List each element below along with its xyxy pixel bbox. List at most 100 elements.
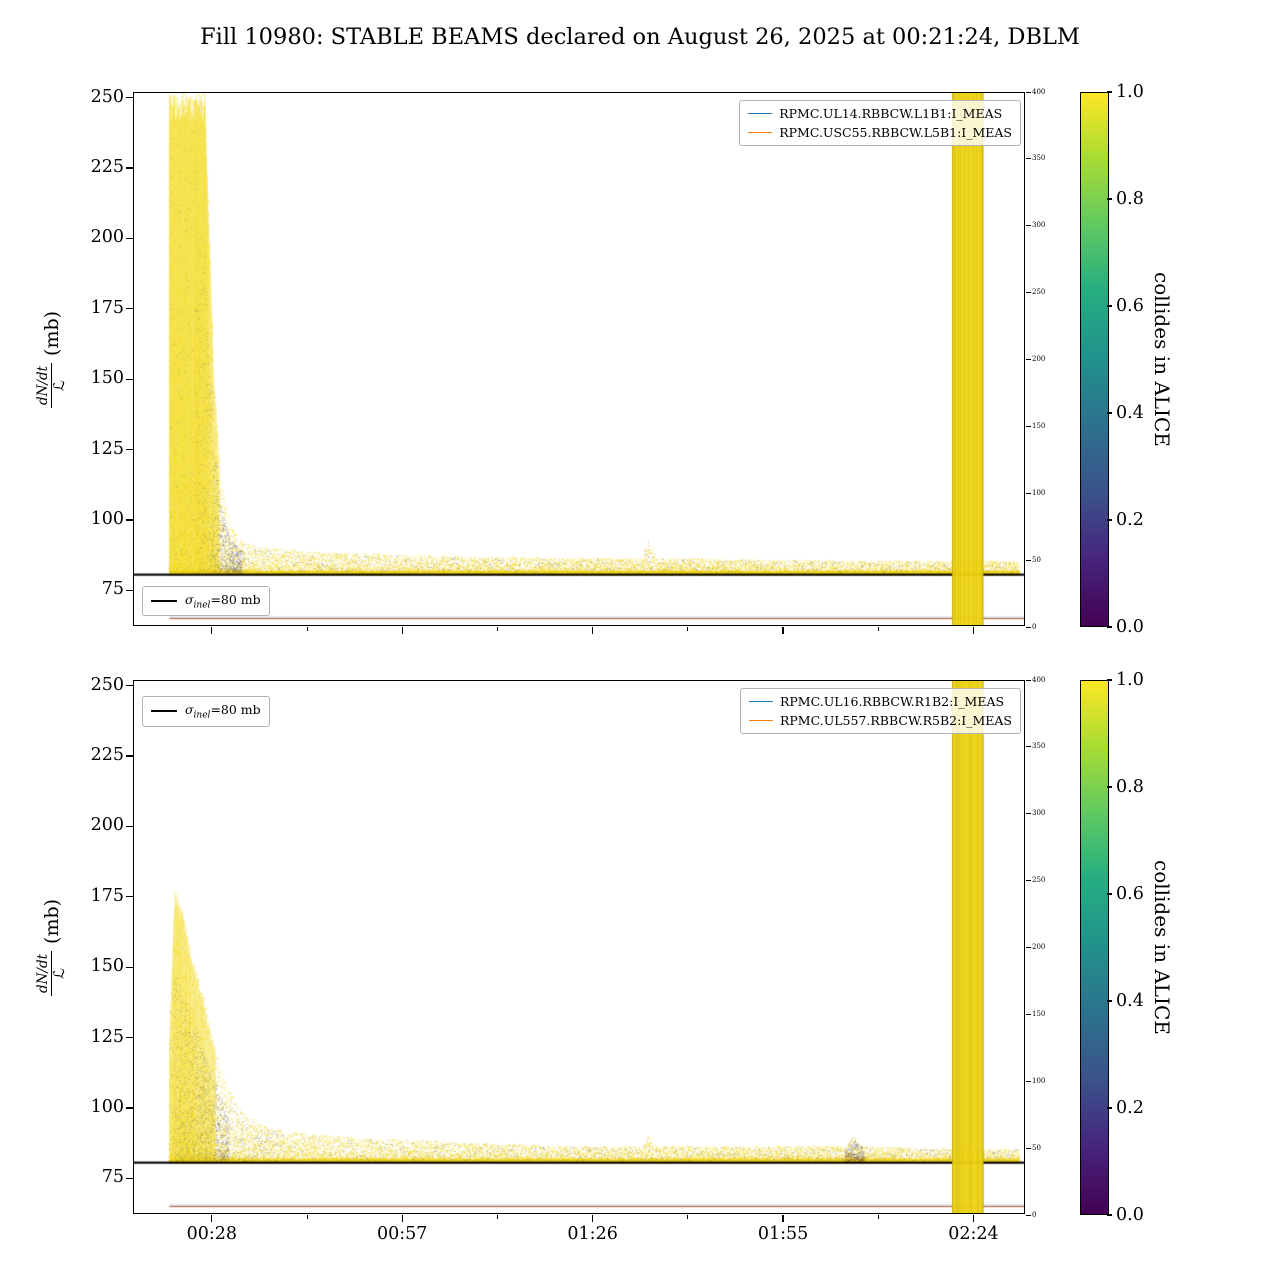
y-tick-label: 250 bbox=[90, 86, 124, 107]
right-axis-tick-mark bbox=[1026, 679, 1031, 681]
sigma-line-sample bbox=[151, 599, 177, 602]
y-tick-mark bbox=[126, 237, 133, 240]
right-axis-tick-mark bbox=[1026, 359, 1031, 360]
y-tick-label: 175 bbox=[90, 885, 124, 906]
figure-title: Fill 10980: STABLE BEAMS declared on Aug… bbox=[200, 24, 1080, 50]
y-axis-fraction: dN/dt ℒ bbox=[35, 950, 68, 997]
colorbar bbox=[1080, 92, 1109, 627]
right-axis-tick-label: 0 bbox=[1032, 1210, 1037, 1219]
colorbar-tick-mark bbox=[1106, 519, 1112, 521]
right-axis-tick-label: 350 bbox=[1032, 742, 1046, 751]
right-axis-tick-label: 0 bbox=[1032, 622, 1037, 631]
y-tick-label: 125 bbox=[90, 438, 124, 459]
y-tick-label: 200 bbox=[90, 227, 124, 248]
colorbar-label: collides in ALICE bbox=[1150, 860, 1174, 1035]
x-tick-mark bbox=[782, 627, 784, 634]
right-axis-tick-label: 300 bbox=[1032, 221, 1046, 230]
colorbar-tick-label: 1.0 bbox=[1116, 669, 1144, 690]
colorbar-tick-mark bbox=[1106, 305, 1112, 307]
y-axis-fraction: dN/dt ℒ bbox=[35, 362, 68, 409]
x-tick-mark bbox=[401, 1215, 403, 1222]
legend-entry: RPMC.UL16.RBBCW.R1B2:I_MEAS bbox=[748, 694, 1012, 709]
right-axis-tick-mark bbox=[1026, 1214, 1031, 1216]
colorbar-tick-mark bbox=[1106, 91, 1112, 93]
colorbar-tick-mark bbox=[1106, 412, 1112, 414]
right-axis-tick-mark bbox=[1026, 559, 1031, 561]
right-axis-tick-mark bbox=[1026, 292, 1031, 294]
right-axis-tick-mark bbox=[1026, 1147, 1031, 1149]
x-minor-tick-mark bbox=[306, 1215, 308, 1219]
y-tick-label: 175 bbox=[90, 297, 124, 318]
x-minor-tick-mark bbox=[496, 1215, 498, 1219]
x-tick-label: 01:26 bbox=[567, 1224, 618, 1244]
colorbar bbox=[1080, 680, 1109, 1215]
y-tick-label: 100 bbox=[90, 1097, 124, 1117]
y-tick-label: 75 bbox=[101, 1167, 124, 1188]
y-tick-mark bbox=[126, 966, 133, 968]
legend-label: RPMC.UL14.RBBCW.L1B1:I_MEAS bbox=[779, 106, 1003, 121]
x-tick-mark bbox=[591, 1215, 594, 1222]
right-axis-tick-label: 200 bbox=[1032, 943, 1046, 951]
legend-label: RPMC.UL16.RBBCW.R1B2:I_MEAS bbox=[779, 694, 1005, 709]
right-axis-tick-mark bbox=[1026, 880, 1031, 882]
y-tick-mark bbox=[126, 684, 133, 687]
x-tick-mark bbox=[591, 627, 594, 634]
right-axis-tick-mark bbox=[1026, 425, 1031, 427]
x-tick-mark bbox=[211, 1215, 213, 1222]
right-axis-tick-mark bbox=[1026, 225, 1031, 227]
right-axis-tick-mark bbox=[1026, 947, 1031, 948]
y-tick-mark bbox=[126, 1177, 133, 1180]
y-tick-label: 225 bbox=[90, 157, 124, 178]
colorbar-tick-label: 0.0 bbox=[1116, 616, 1144, 637]
y-tick-label: 200 bbox=[90, 815, 124, 836]
y-tick-mark bbox=[126, 1107, 133, 1109]
y-tick-mark bbox=[126, 825, 133, 828]
colorbar-tick-mark bbox=[1106, 1214, 1112, 1216]
colorbar-tick-label: 1.0 bbox=[1116, 81, 1144, 102]
y-tick-label: 225 bbox=[90, 745, 124, 766]
x-tick-mark bbox=[401, 627, 403, 634]
sigma-label: σinel=80 mb bbox=[185, 591, 261, 611]
y-tick-mark bbox=[126, 755, 133, 757]
legend-line-sample bbox=[748, 720, 773, 721]
colorbar-tick-mark bbox=[1106, 679, 1112, 681]
x-minor-tick-mark bbox=[687, 627, 689, 631]
right-axis-tick-mark bbox=[1026, 813, 1031, 815]
x-minor-tick-mark bbox=[877, 1215, 879, 1219]
y-tick-mark bbox=[126, 167, 133, 169]
right-axis-tick-mark bbox=[1026, 91, 1031, 93]
legend-label: RPMC.UL557.RBBCW.R5B2:I_MEAS bbox=[779, 713, 1012, 728]
right-axis-tick-label: 300 bbox=[1032, 809, 1046, 818]
subplot-top-legend: RPMC.UL14.RBBCW.L1B1:I_MEAS RPMC.USC55.R… bbox=[739, 100, 1021, 146]
y-tick-label: 125 bbox=[90, 1026, 124, 1047]
legend-label: RPMC.USC55.RBBCW.L5B1:I_MEAS bbox=[779, 125, 1012, 140]
y-tick-mark bbox=[126, 589, 133, 592]
colorbar-tick-mark bbox=[1106, 626, 1112, 628]
legend-line-sample bbox=[748, 113, 773, 114]
x-minor-tick-mark bbox=[496, 627, 498, 631]
colorbar-tick-label: 0.8 bbox=[1116, 776, 1144, 797]
right-axis-tick-mark bbox=[1026, 746, 1031, 748]
legend-line-sample bbox=[748, 701, 773, 702]
right-axis-tick-label: 250 bbox=[1032, 288, 1046, 297]
sigma-line-sample bbox=[151, 710, 177, 713]
right-axis-tick-label: 100 bbox=[1032, 1076, 1046, 1085]
x-tick-label: 00:57 bbox=[376, 1224, 428, 1244]
legend-entry: RPMC.USC55.RBBCW.L5B1:I_MEAS bbox=[748, 125, 1012, 140]
right-axis-tick-label: 50 bbox=[1032, 1143, 1041, 1152]
subplot-top-axes: RPMC.UL14.RBBCW.L1B1:I_MEAS RPMC.USC55.R… bbox=[133, 92, 1025, 626]
colorbar-tick-label: 0.2 bbox=[1116, 1097, 1144, 1118]
x-minor-tick-mark bbox=[306, 627, 308, 631]
right-axis-tick-label: 150 bbox=[1032, 1009, 1046, 1018]
right-axis-tick-label: 350 bbox=[1032, 154, 1046, 163]
colorbar-tick-mark bbox=[1106, 1107, 1112, 1109]
x-tick-mark bbox=[972, 1215, 975, 1222]
subplot-top-plot-area bbox=[134, 93, 1024, 625]
colorbar-tick-label: 0.4 bbox=[1116, 990, 1144, 1011]
colorbar-tick-label: 0.2 bbox=[1116, 509, 1144, 530]
subplot-bottom-plot-area bbox=[134, 681, 1024, 1213]
y-tick-label: 250 bbox=[90, 674, 124, 695]
y-tick-label: 75 bbox=[101, 579, 124, 600]
y-tick-mark bbox=[126, 896, 133, 898]
